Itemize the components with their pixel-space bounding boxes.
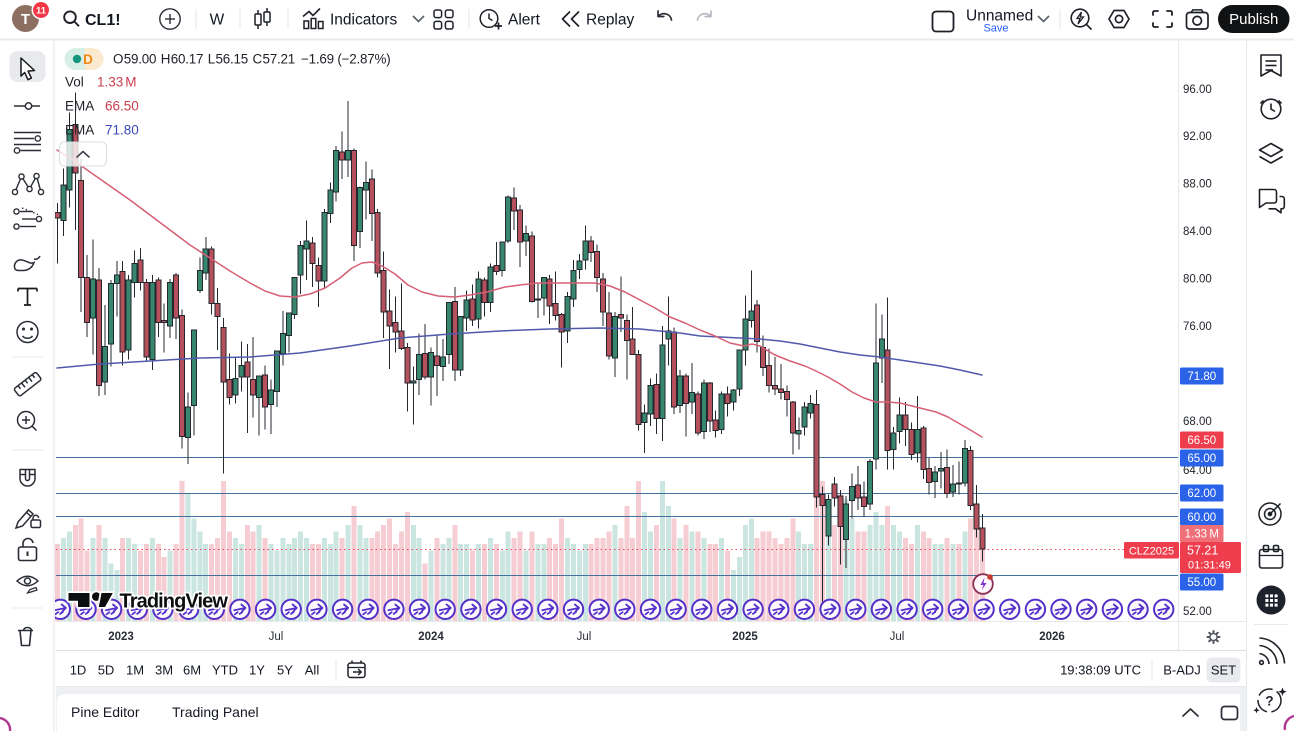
svg-text:19:38:09 UTC: 19:38:09 UTC: [1060, 663, 1141, 678]
svg-text:68.00: 68.00: [1183, 416, 1212, 428]
svg-text:84.00: 84.00: [1183, 226, 1212, 238]
svg-text:Jul: Jul: [890, 631, 905, 643]
svg-text:5D: 5D: [98, 663, 115, 678]
svg-text:2026: 2026: [1039, 631, 1065, 643]
svg-text:3M: 3M: [155, 663, 173, 678]
svg-text:66.50: 66.50: [1187, 435, 1216, 447]
svg-text:W: W: [210, 12, 225, 29]
svg-text:CL1!: CL1!: [85, 12, 121, 29]
svg-text:64.00: 64.00: [1183, 465, 1212, 477]
svg-text:Pine Editor: Pine Editor: [71, 704, 140, 720]
svg-text:71.80: 71.80: [1187, 371, 1216, 383]
svg-text:Save: Save: [983, 23, 1008, 35]
svg-text:52.00: 52.00: [1183, 606, 1212, 618]
svg-text:2023: 2023: [108, 631, 134, 643]
svg-text:6M: 6M: [183, 663, 201, 678]
svg-text:57.21: 57.21: [1187, 544, 1218, 558]
svg-text:1.33M: 1.33 M: [97, 75, 137, 90]
svg-text:Replay: Replay: [586, 12, 634, 29]
svg-text:T: T: [21, 11, 30, 28]
svg-text:11: 11: [36, 5, 47, 16]
svg-text:71.80: 71.80: [105, 123, 139, 138]
svg-text:Indicators: Indicators: [330, 12, 397, 29]
svg-text:1.33 M: 1.33 M: [1185, 528, 1219, 540]
svg-text:All: All: [305, 663, 320, 678]
svg-text:5Y: 5Y: [277, 663, 293, 678]
svg-text:76.00: 76.00: [1183, 321, 1212, 333]
svg-text:62.00: 62.00: [1187, 488, 1216, 500]
svg-text:?: ?: [1265, 694, 1273, 709]
svg-text:CLZ2025: CLZ2025: [1129, 545, 1174, 557]
svg-text:80.00: 80.00: [1183, 274, 1212, 286]
svg-text:Alert: Alert: [508, 12, 541, 29]
svg-text:TradingView: TradingView: [120, 591, 229, 613]
svg-text:2025: 2025: [732, 631, 758, 643]
svg-text:96.00: 96.00: [1183, 84, 1212, 96]
svg-text:Unnamed: Unnamed: [966, 8, 1033, 25]
svg-text:88.00: 88.00: [1183, 179, 1212, 191]
svg-text:EMA: EMA: [65, 99, 94, 114]
svg-text:60.00: 60.00: [1187, 512, 1216, 524]
svg-text:Jul: Jul: [269, 631, 284, 643]
svg-text:Publish: Publish: [1229, 11, 1278, 28]
svg-text:92.00: 92.00: [1183, 131, 1212, 143]
svg-text:Vol: Vol: [65, 75, 84, 90]
svg-text:Jul: Jul: [577, 631, 592, 643]
svg-text:YTD: YTD: [212, 663, 238, 678]
svg-text:1Y: 1Y: [249, 663, 265, 678]
svg-text:2024: 2024: [418, 631, 444, 643]
svg-text:55.00: 55.00: [1187, 577, 1216, 589]
svg-text:65.00: 65.00: [1187, 453, 1216, 465]
svg-text:66.50: 66.50: [105, 99, 139, 114]
svg-text:B-ADJ: B-ADJ: [1163, 663, 1201, 678]
svg-text:1M: 1M: [126, 663, 144, 678]
svg-text:1D: 1D: [70, 663, 87, 678]
svg-text:Trading Panel: Trading Panel: [172, 704, 259, 720]
svg-text:D: D: [83, 52, 93, 67]
svg-text:EMA: EMA: [65, 123, 94, 138]
svg-text:01:31:49: 01:31:49: [1188, 560, 1231, 572]
svg-text:SET: SET: [1211, 663, 1236, 678]
